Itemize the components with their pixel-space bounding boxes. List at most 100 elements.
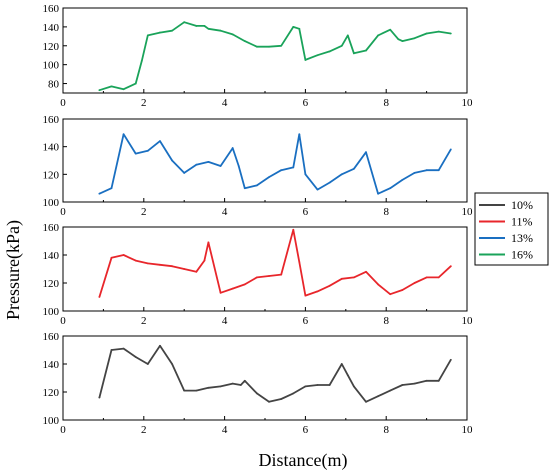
y-tick-label: 100: [43, 415, 60, 427]
data-point: [231, 33, 234, 36]
y-tick-label: 160: [43, 114, 60, 126]
data-point: [425, 32, 428, 35]
y-tick-label: 100: [43, 306, 60, 318]
panel-11pct: 0 2 4 6 8 10 100 120 140 160: [43, 222, 474, 327]
x-tick-label: 4: [222, 424, 228, 436]
x-tick-label: 6: [303, 206, 309, 218]
data-point: [146, 34, 149, 37]
data-point: [122, 88, 125, 91]
data-point: [159, 344, 161, 347]
plot-frame: [62, 226, 468, 312]
x-tick-label: 8: [383, 424, 389, 436]
data-point: [365, 400, 367, 403]
data-point: [352, 385, 355, 388]
data-point: [122, 133, 125, 136]
x-tick-label: 6: [303, 424, 309, 436]
data-point: [146, 149, 149, 152]
data-point: [316, 54, 319, 57]
data-point: [304, 294, 307, 297]
data-point: [183, 389, 186, 392]
series-line-13pct: [99, 133, 452, 195]
data-point: [449, 358, 452, 361]
x-tick-label: 10: [462, 97, 474, 109]
data-point: [425, 276, 428, 279]
data-point: [449, 32, 452, 35]
data-point: [292, 25, 295, 28]
data-point: [352, 167, 355, 170]
x-tick-label: 8: [383, 315, 389, 327]
data-point: [389, 293, 392, 296]
x-tick-label: 0: [60, 97, 66, 109]
data-point: [280, 398, 283, 400]
data-point: [437, 30, 440, 33]
data-point: [316, 290, 319, 293]
data-point: [292, 392, 295, 395]
data-point: [207, 241, 210, 244]
data-point: [377, 34, 380, 37]
data-point: [110, 349, 113, 351]
data-point: [425, 379, 428, 382]
data-point: [122, 347, 125, 350]
plot-frame: [62, 118, 468, 203]
y-tick-label: 140: [43, 250, 60, 262]
data-point: [352, 52, 355, 55]
data-point: [243, 187, 246, 190]
data-point: [195, 389, 198, 392]
y-axis-title: Pressure(kPa): [3, 220, 24, 320]
data-point: [298, 27, 301, 30]
x-tick-label: 0: [60, 206, 66, 218]
data-point: [134, 356, 137, 358]
data-point: [146, 262, 149, 265]
data-point: [328, 384, 331, 386]
data-point: [401, 384, 404, 386]
data-point: [134, 259, 137, 262]
x-tick-label: 2: [141, 315, 147, 327]
x-tick-label: 10: [462, 315, 474, 327]
data-point: [280, 44, 283, 47]
x-tick-label: 10: [462, 424, 474, 436]
data-point: [346, 34, 349, 37]
x-tick-label: 4: [222, 206, 228, 218]
data-point: [195, 163, 198, 166]
data-point: [377, 192, 380, 195]
data-point: [98, 396, 101, 399]
data-point: [401, 178, 404, 181]
data-point: [146, 363, 149, 365]
data-point: [231, 287, 234, 290]
data-point: [219, 385, 222, 388]
y-tick-label: 160: [43, 3, 60, 15]
data-point: [449, 148, 452, 151]
data-point: [365, 151, 367, 154]
data-point: [207, 27, 210, 30]
data-point: [268, 45, 270, 48]
data-point: [134, 82, 137, 85]
data-point: [413, 37, 416, 40]
data-point: [401, 40, 404, 42]
data-point: [437, 379, 440, 382]
data-point: [298, 261, 301, 263]
data-point: [280, 169, 283, 172]
y-tick-label: 120: [43, 387, 60, 399]
data-point: [98, 296, 101, 298]
x-tick-label: 8: [383, 97, 389, 109]
data-point: [268, 176, 270, 179]
data-point: [268, 275, 270, 277]
data-point: [207, 160, 210, 163]
data-point: [328, 50, 331, 53]
data-point: [203, 259, 206, 262]
data-point: [365, 49, 367, 52]
y-tick-label: 160: [43, 331, 60, 343]
y-tick-label: 140: [43, 22, 60, 34]
data-point: [171, 29, 173, 32]
data-point: [413, 282, 416, 284]
data-point: [389, 389, 392, 392]
y-tick-label: 140: [43, 359, 60, 371]
y-tick-label: 100: [43, 60, 60, 72]
data-point: [365, 270, 367, 273]
x-tick-label: 10: [462, 206, 474, 218]
data-point: [425, 169, 428, 172]
data-point: [292, 228, 295, 231]
data-point: [397, 38, 400, 41]
